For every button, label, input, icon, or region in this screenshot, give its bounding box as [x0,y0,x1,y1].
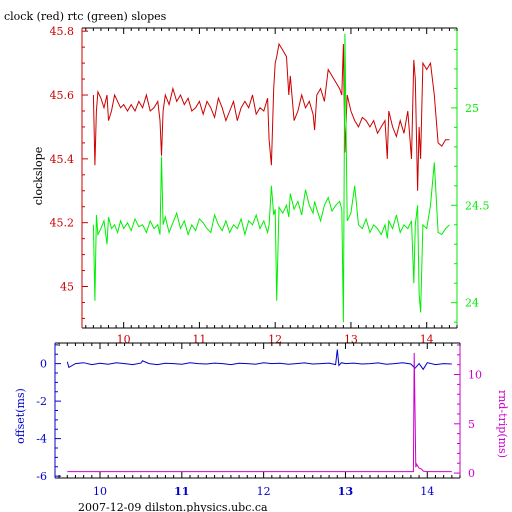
x-tick-label: 14 [420,333,434,346]
x-tick-label: 12 [257,485,271,498]
x-tick-label: 13 [338,485,353,498]
y2-axis-label-rnd-trip: rnd-trip(ms) [496,390,509,458]
y-axis-label-offset: offset(ms) [14,388,27,444]
y2-tick-label: 24 [465,297,479,310]
series-line-offset [66,349,452,371]
y-tick-label: -6 [36,470,47,483]
y-tick-label: 0 [40,358,47,371]
y-tick-label: 45.6 [50,89,75,102]
chart-title: clock (red) rtc (green) slopes [4,10,167,23]
x-tick-label: 11 [174,485,189,498]
y-tick-label: 45.2 [50,217,75,230]
x-tick-label: 14 [420,485,434,498]
y2-tick-label: 5 [468,418,475,431]
y2-tick-label: 25 [465,102,479,115]
x-tick-label: 10 [93,485,107,498]
series-line-rnd-trip [67,352,452,473]
y-tick-label: -4 [36,433,47,446]
y2-tick-label: 24.5 [465,199,490,212]
y-tick-label: 45.4 [50,153,75,166]
x-tick-label: 10 [117,333,131,346]
x-tick-label: 11 [192,333,206,346]
y2-tick-label: 0 [468,467,475,480]
footer-date-host: 2007-12-09 dilston.physics.ubc.ca [78,501,268,512]
y-tick-label: 45.8 [50,25,75,38]
x-tick-label: 13 [344,333,358,346]
y-axis-label-clockslope: clockslope [32,147,45,205]
y-tick-label: -2 [36,395,47,408]
y-tick-label: 45 [60,281,74,294]
series-line-clock [92,42,450,191]
y2-tick-label: 10 [468,369,482,382]
series-line-rtc [92,33,450,323]
